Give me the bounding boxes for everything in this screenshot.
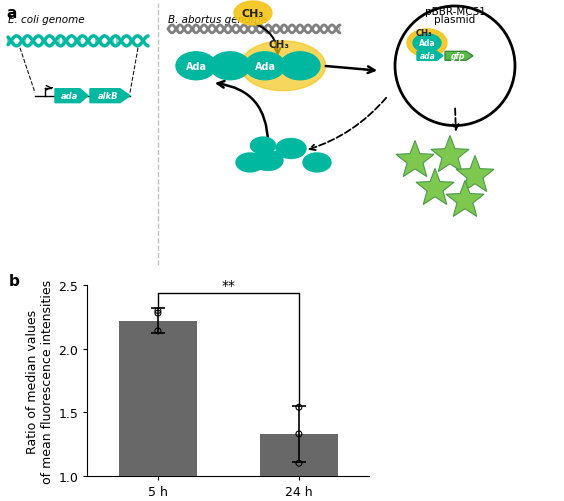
Text: CH₃: CH₃ xyxy=(268,40,289,50)
FancyArrow shape xyxy=(90,90,130,103)
Polygon shape xyxy=(431,136,469,172)
Ellipse shape xyxy=(234,2,272,26)
Ellipse shape xyxy=(250,138,275,155)
Ellipse shape xyxy=(303,154,331,172)
Ellipse shape xyxy=(253,151,283,171)
Bar xyxy=(260,434,338,476)
Text: E. coli genome: E. coli genome xyxy=(8,15,85,25)
Ellipse shape xyxy=(276,139,306,159)
FancyArrow shape xyxy=(445,52,473,61)
Y-axis label: Ratio of median values
of mean fluorescence intensities: Ratio of median values of mean fluoresce… xyxy=(27,279,54,482)
Point xyxy=(153,307,162,315)
Ellipse shape xyxy=(413,35,441,53)
Text: gfp: gfp xyxy=(451,52,465,61)
Text: CH₃: CH₃ xyxy=(242,9,264,19)
Text: a: a xyxy=(6,6,16,21)
Polygon shape xyxy=(446,181,484,217)
Text: Ada: Ada xyxy=(186,62,206,72)
Text: **: ** xyxy=(222,279,235,293)
Ellipse shape xyxy=(210,53,250,81)
Point xyxy=(294,403,303,411)
Point xyxy=(294,430,303,438)
Ellipse shape xyxy=(176,53,216,81)
Polygon shape xyxy=(396,141,434,177)
Text: CH₃: CH₃ xyxy=(416,30,433,38)
Point xyxy=(294,459,303,467)
Point xyxy=(153,327,162,335)
Text: Ada: Ada xyxy=(254,62,275,72)
Text: alkB: alkB xyxy=(98,92,118,101)
Bar xyxy=(119,321,197,476)
FancyArrow shape xyxy=(417,52,443,61)
Point xyxy=(153,310,162,318)
Polygon shape xyxy=(416,169,454,205)
FancyArrow shape xyxy=(55,90,88,103)
Text: pBBR-MCS1: pBBR-MCS1 xyxy=(425,7,486,17)
Text: ada: ada xyxy=(420,52,436,61)
Ellipse shape xyxy=(245,53,285,81)
Ellipse shape xyxy=(236,154,264,172)
Text: Ada: Ada xyxy=(418,39,435,48)
Text: B. abortus genome: B. abortus genome xyxy=(168,15,267,25)
Text: ada: ada xyxy=(60,92,78,101)
Ellipse shape xyxy=(280,53,320,81)
Ellipse shape xyxy=(240,42,325,92)
Text: b: b xyxy=(8,273,19,288)
Ellipse shape xyxy=(407,30,447,58)
Polygon shape xyxy=(456,156,494,192)
Text: plasmid: plasmid xyxy=(434,15,475,25)
